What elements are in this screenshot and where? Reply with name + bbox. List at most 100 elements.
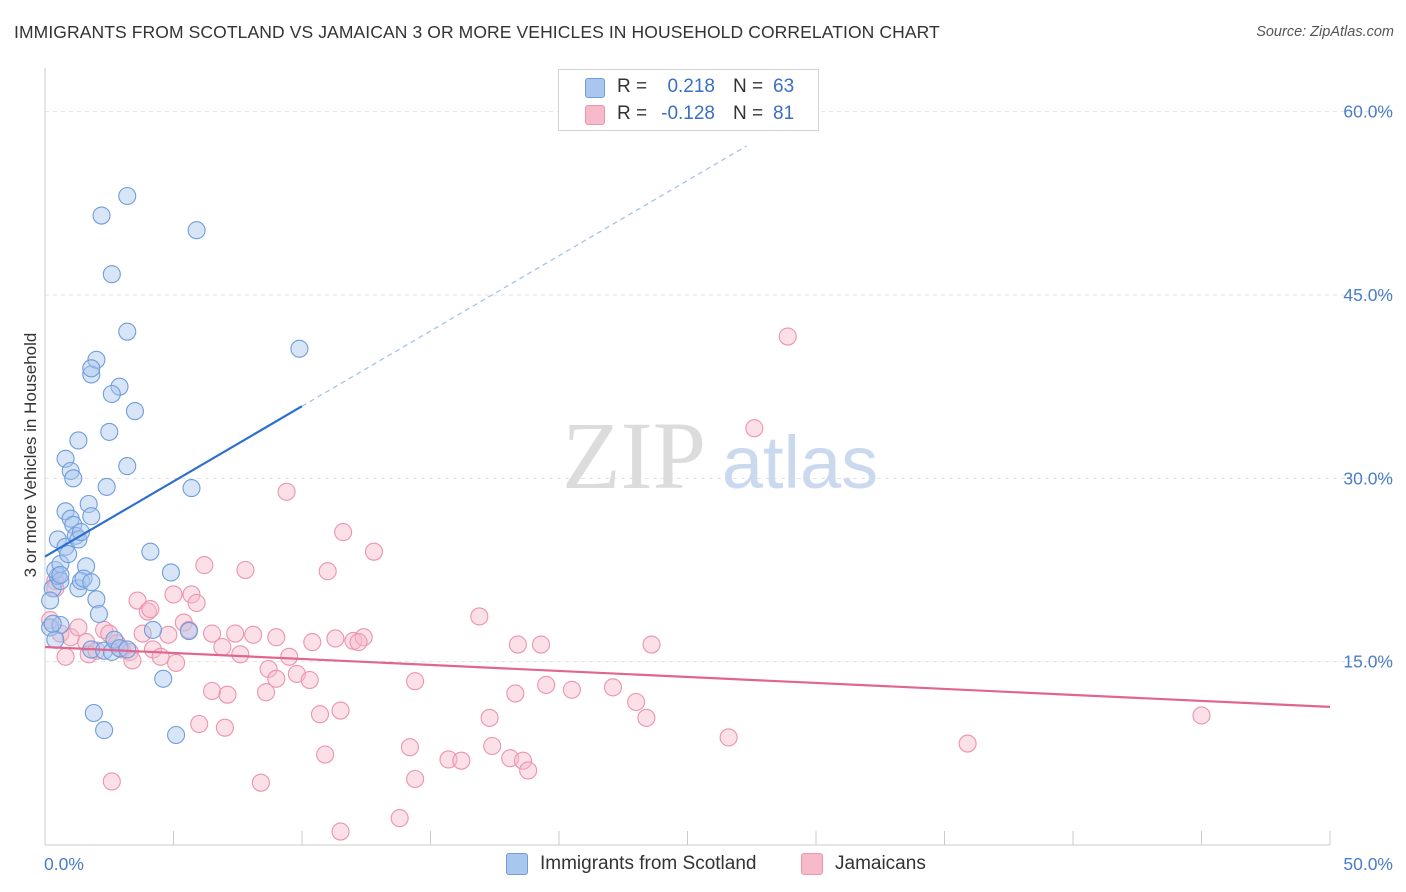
watermark-zip: ZIP <box>562 402 706 509</box>
jamaican-point <box>452 751 471 770</box>
scotland-point <box>125 402 144 421</box>
scotland-point <box>84 703 103 723</box>
scotland-point <box>59 545 78 564</box>
scotland-point <box>51 565 70 584</box>
jamaican-point <box>562 680 581 699</box>
scotland-point <box>97 477 116 496</box>
scotland-trend-extension <box>301 145 747 407</box>
r-label: R = <box>617 76 648 97</box>
grid-lines <box>45 111 1392 663</box>
jamaican-point <box>310 705 330 724</box>
jamaican-point <box>267 628 286 647</box>
scotland-point <box>290 339 309 358</box>
jamaican-point <box>439 750 458 769</box>
jamaican-points <box>41 327 1211 841</box>
jamaican-point <box>603 678 623 697</box>
scotland-point <box>95 721 114 740</box>
scotland-point <box>82 507 101 526</box>
jamaican-point <box>102 772 121 791</box>
scotland-point <box>69 431 88 450</box>
axes <box>44 68 1331 846</box>
scotland-point <box>118 457 137 476</box>
scotland-point <box>92 206 111 225</box>
scotland-point <box>143 620 162 639</box>
jamaican-point <box>151 647 170 666</box>
jamaican-legend-label: Jamaicans <box>835 853 926 874</box>
jamaican-point <box>354 628 373 647</box>
x-tick-label: 0.0% <box>44 854 84 874</box>
scotland-point <box>182 479 201 498</box>
jamaican-point <box>1192 706 1211 725</box>
jamaican-point <box>143 640 162 659</box>
jamaican-point <box>187 593 206 613</box>
jamaican-point <box>56 647 75 666</box>
jamaican-point <box>128 591 147 610</box>
jamaican-point <box>280 647 299 666</box>
jamaican-point <box>642 635 661 654</box>
jamaican-point <box>958 734 977 753</box>
jamaican-trend-line <box>44 645 1331 708</box>
scotland-point <box>179 622 198 641</box>
r-value: 0.218 <box>667 76 715 97</box>
scotland-point <box>61 461 80 481</box>
jamaican-point <box>69 618 88 637</box>
jamaican-point <box>637 708 656 727</box>
jamaican-point <box>300 670 319 690</box>
scotland-point <box>43 614 62 633</box>
jamaican-point <box>316 745 335 764</box>
jamaican-point <box>159 625 178 644</box>
jamaican-point <box>213 637 232 657</box>
jamaican-point <box>406 769 425 789</box>
legend-row-scotland: R = 0.218 N = 63 <box>559 73 818 101</box>
jamaican-point <box>778 327 797 346</box>
y-tick-label: 45.0% <box>1343 285 1393 305</box>
scotland-swatch <box>585 78 605 98</box>
y-tick-label: 30.0% <box>1343 468 1393 488</box>
scotland-point <box>161 563 180 582</box>
y-tick-label: 15.0% <box>1343 652 1393 672</box>
scotland-point <box>102 384 121 404</box>
jamaican-point <box>331 822 350 841</box>
jamaican-point <box>231 645 250 664</box>
scotland-point <box>100 422 119 441</box>
jamaican-point <box>349 633 368 652</box>
scotland-point <box>167 725 186 745</box>
jamaican-point <box>277 482 296 501</box>
jamaican-point <box>190 714 209 734</box>
jamaican-point <box>483 736 502 756</box>
scotland-point <box>141 542 160 561</box>
jamaican-point <box>133 624 152 643</box>
watermark: ZIP atlas <box>562 402 878 509</box>
jamaican-point <box>745 419 764 438</box>
jamaican-point <box>167 653 186 672</box>
jamaican-point <box>164 585 183 604</box>
scotland-point <box>102 265 121 284</box>
jamaican-point <box>537 675 556 694</box>
n-value: 63 <box>773 76 795 97</box>
scotland-point <box>110 377 129 396</box>
chart-title: IMMIGRANTS FROM SCOTLAND VS JAMAICAN 3 O… <box>14 22 940 42</box>
jamaican-point <box>226 624 245 643</box>
jamaican-point <box>256 683 276 702</box>
scotland-point <box>51 571 70 591</box>
source-label: Source: ZipAtlas.com <box>1256 24 1394 40</box>
x-tick-label: 50.0% <box>1343 854 1393 874</box>
jamaican-point <box>400 738 419 757</box>
trend-lines <box>44 145 1331 708</box>
jamaican-point <box>303 633 322 652</box>
jamaican-point <box>519 761 538 780</box>
jamaican-point <box>531 635 551 654</box>
jamaican-point <box>508 635 527 654</box>
jamaican-point <box>203 681 222 701</box>
scotland-point <box>46 630 65 649</box>
jamaican-point <box>141 600 160 619</box>
jamaican-point <box>470 607 489 626</box>
jamaican-point <box>364 542 384 561</box>
scotland-trend-line <box>44 405 303 558</box>
scotland-point <box>187 221 206 240</box>
jamaican-point <box>244 625 263 644</box>
scotland-point <box>118 322 137 341</box>
scotland-point <box>105 630 124 649</box>
n-label: N = <box>733 103 764 124</box>
jamaican-point <box>215 718 234 737</box>
